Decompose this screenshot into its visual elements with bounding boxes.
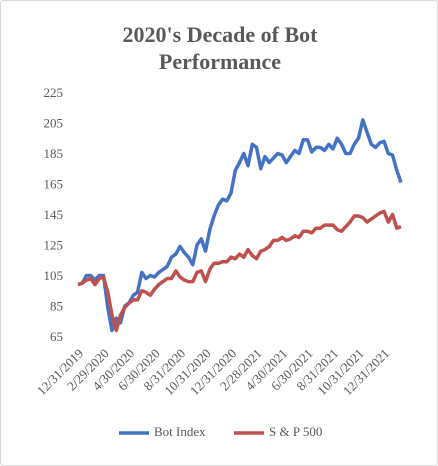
y-tick-label: 85 [50, 298, 63, 313]
y-tick-label: 205 [44, 115, 64, 130]
y-tick-label: 185 [44, 146, 64, 161]
series-line [77, 118, 403, 333]
y-tick-label: 65 [50, 329, 63, 344]
y-tick-label: 105 [44, 268, 64, 283]
chart-title: 2020's Decade of Bot Performance [122, 22, 318, 74]
legend-label: Bot Index [154, 424, 206, 439]
y-tick-label: 125 [44, 237, 64, 252]
series-line [77, 209, 402, 333]
legend-label: S & P 500 [269, 424, 322, 439]
y-tick-label: 145 [44, 207, 64, 222]
y-tick-label: 225 [44, 85, 64, 100]
y-tick-label: 165 [44, 176, 64, 191]
